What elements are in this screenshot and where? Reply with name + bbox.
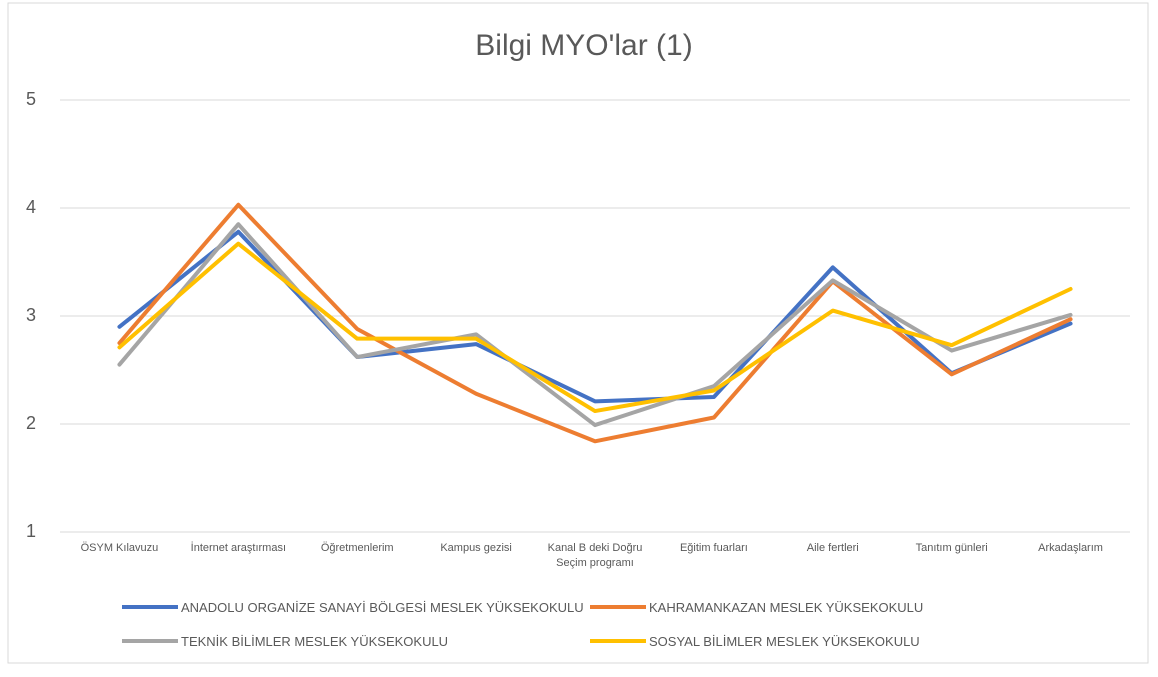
x-tick-label: Kanal B deki Doğru Seçim programı — [547, 542, 643, 569]
y-tick-label: 1 — [26, 521, 36, 541]
legend-label: KAHRAMANKAZAN MESLEK YÜKSEKOKULU — [649, 599, 924, 615]
y-tick-label: 4 — [26, 197, 36, 217]
series-line — [117, 202, 1073, 444]
legend-label: SOSYAL BİLİMLER MESLEK YÜKSEKOKULU — [649, 633, 920, 649]
x-tick-label: Eğitim fuarları — [679, 542, 748, 554]
x-tick-label: Kampus gezisi — [440, 542, 512, 554]
chart-title: Bilgi MYO'lar (1) — [475, 29, 692, 62]
legend-item: ANADOLU ORGANİZE SANAYİ BÖLGESİ MESLEK Y… — [122, 598, 584, 616]
y-tick-label: 5 — [26, 89, 36, 109]
y-tick-label: 3 — [26, 305, 36, 325]
legend-swatch — [590, 605, 646, 609]
legend-item: KAHRAMANKAZAN MESLEK YÜKSEKOKULU — [590, 598, 923, 616]
chart-frame — [7, 2, 1149, 664]
legend-item: TEKNİK BİLİMLER MESLEK YÜKSEKOKULU — [122, 632, 448, 650]
legend-item: SOSYAL BİLİMLER MESLEK YÜKSEKOKULU — [590, 632, 920, 650]
legend-swatch — [590, 639, 646, 643]
y-tick-label: 2 — [26, 413, 36, 433]
x-tick-label: İnternet araştırması — [190, 542, 287, 554]
x-tick-label: Aile fertleri — [806, 542, 859, 554]
x-tick-label: Arkadaşlarım — [1038, 542, 1103, 554]
x-tick-label: Tanıtım günleri — [915, 542, 988, 554]
x-tick-label: ÖSYM Kılavuzu — [80, 542, 159, 554]
series-line — [117, 241, 1073, 414]
legend-label: TEKNİK BİLİMLER MESLEK YÜKSEKOKULU — [181, 633, 449, 649]
legend-swatch — [122, 605, 178, 609]
x-tick-label: Öğretmenlerim — [320, 542, 394, 554]
legend-swatch — [122, 639, 178, 643]
legend-label: ANADOLU ORGANİZE SANAYİ BÖLGESİ MESLEK Y… — [181, 599, 584, 615]
series-line — [117, 222, 1073, 428]
